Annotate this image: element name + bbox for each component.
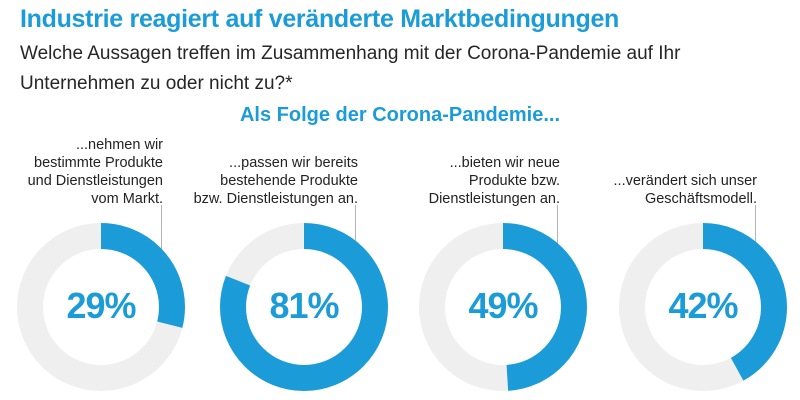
donut-rings — [17, 223, 185, 391]
donut-value-arc — [17, 223, 185, 391]
connector-line — [557, 205, 558, 252]
donut-chart: 42% — [619, 223, 787, 391]
donut-value: 42% — [668, 285, 738, 326]
page-title: Industrie reagiert auf veränderte Marktb… — [20, 5, 620, 33]
donut-rings — [419, 223, 587, 391]
connector-line — [755, 205, 756, 252]
page-subtitle: Welche Aussagen treffen im Zusammenhang … — [20, 43, 681, 94]
donut-label: ...verändert sich unser Geschäftsmodell. — [613, 173, 757, 207]
connector-line — [355, 205, 356, 252]
donut-value-arc — [220, 223, 388, 391]
donut-label: ...bieten wir neue Produkte bzw. Dienstl… — [428, 155, 560, 207]
donut-chart: 49% — [419, 223, 587, 391]
donut-chart: 29% — [17, 223, 185, 391]
donut-rings — [220, 223, 388, 391]
donut-label: ...passen wir bereits bestehende Produkt… — [193, 155, 358, 207]
donut-rings — [619, 223, 787, 391]
donut-label: ...nehmen wir bestimmte Produkte und Die… — [27, 137, 163, 207]
donut-value-arc — [619, 223, 787, 391]
donut-value: 29% — [66, 285, 136, 326]
donut-value-arc — [419, 223, 587, 391]
donut-value: 49% — [468, 285, 538, 326]
donut-value: 81% — [269, 285, 339, 326]
connector-line — [161, 205, 162, 252]
donut-chart: 81% — [220, 223, 388, 391]
chart-group-title: Als Folge der Corona-Pandemie... — [239, 104, 561, 126]
